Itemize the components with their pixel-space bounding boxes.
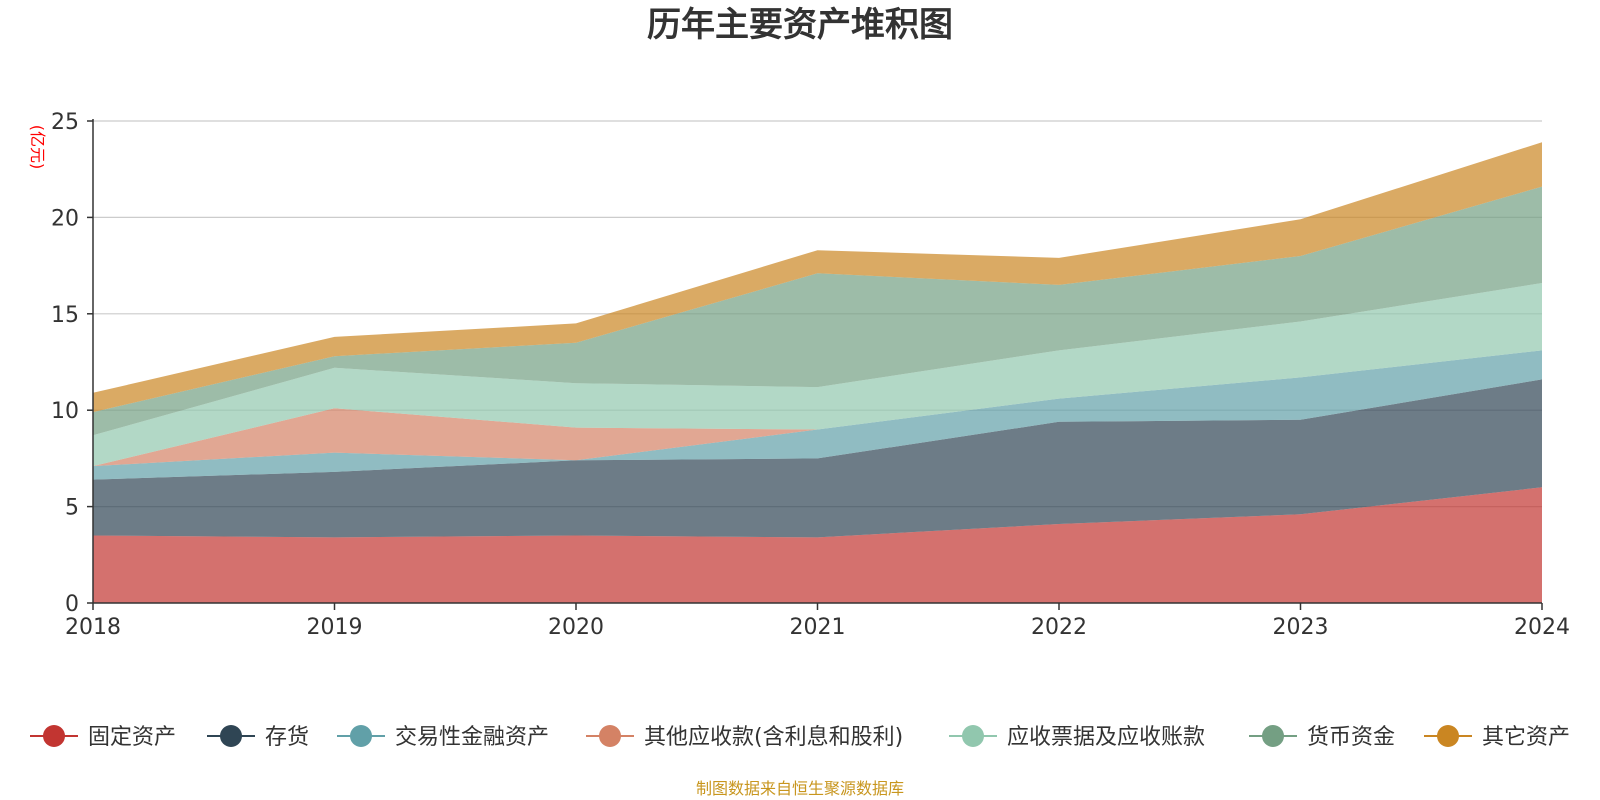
legend-item: 其它资产: [1424, 725, 1570, 750]
axes: 0 5 10 15 20 25 2018 2019 2020 2021 2022 2023 2024: [51, 110, 1570, 640]
legend-item: 交易性金融资产: [337, 725, 549, 750]
legend-item: 存货: [207, 725, 309, 750]
legend-label: 固定资产: [88, 725, 176, 750]
legend-item: 固定资产: [30, 725, 176, 750]
y-tick-label: 0: [65, 592, 79, 617]
y-tick-label: 25: [51, 110, 79, 135]
legend-label: 存货: [265, 725, 309, 750]
area-series-4: [93, 283, 1542, 467]
area-series-3: [93, 350, 1542, 467]
legend-marker: [599, 725, 621, 747]
legend-marker: [1262, 725, 1284, 747]
legend-marker: [350, 725, 372, 747]
x-tick-label: 2022: [1031, 615, 1087, 640]
chart-title: 历年主要资产堆积图: [647, 5, 953, 45]
x-tick-label: 2021: [790, 615, 846, 640]
x-tick-label: 2018: [65, 615, 121, 640]
area-series-2: [93, 350, 1542, 480]
legend-label: 应收票据及应收账款: [1007, 725, 1205, 750]
legend-marker: [43, 725, 65, 747]
area-series-6: [93, 142, 1542, 413]
legend-label: 其他应收款(含利息和股利): [644, 725, 903, 750]
x-tick-label: 2019: [307, 615, 363, 640]
legend-item: 应收票据及应收账款: [949, 725, 1205, 750]
y-tick-label: 20: [51, 206, 79, 231]
area-series-5: [93, 186, 1542, 436]
y-tick-label: 10: [51, 399, 79, 424]
legend-label: 其它资产: [1482, 725, 1570, 750]
legend-label: 货币资金: [1307, 725, 1395, 750]
y-tick-label: 5: [65, 496, 79, 521]
y-axis-label: (亿元): [28, 125, 47, 170]
legend: 固定资产 存货 交易性金融资产 其他应收款(含利息和股利) 应收票据及应收账款 货币资金 其…: [30, 725, 1570, 750]
x-tick-label: 2020: [548, 615, 604, 640]
x-tick-label: 2023: [1273, 615, 1329, 640]
legend-item: 货币资金: [1249, 725, 1395, 750]
legend-label: 交易性金融资产: [395, 725, 549, 750]
legend-marker: [220, 725, 242, 747]
legend-item: 其他应收款(含利息和股利): [586, 725, 903, 750]
area-series-0: [93, 487, 1542, 603]
data-source-note: 制图数据来自恒生聚源数据库: [696, 779, 904, 798]
y-tick-label: 15: [51, 303, 79, 328]
area-series: [93, 142, 1542, 603]
x-tick-label: 2024: [1514, 615, 1570, 640]
legend-marker: [1437, 725, 1459, 747]
legend-marker: [962, 725, 984, 747]
area-series-1: [93, 379, 1542, 538]
